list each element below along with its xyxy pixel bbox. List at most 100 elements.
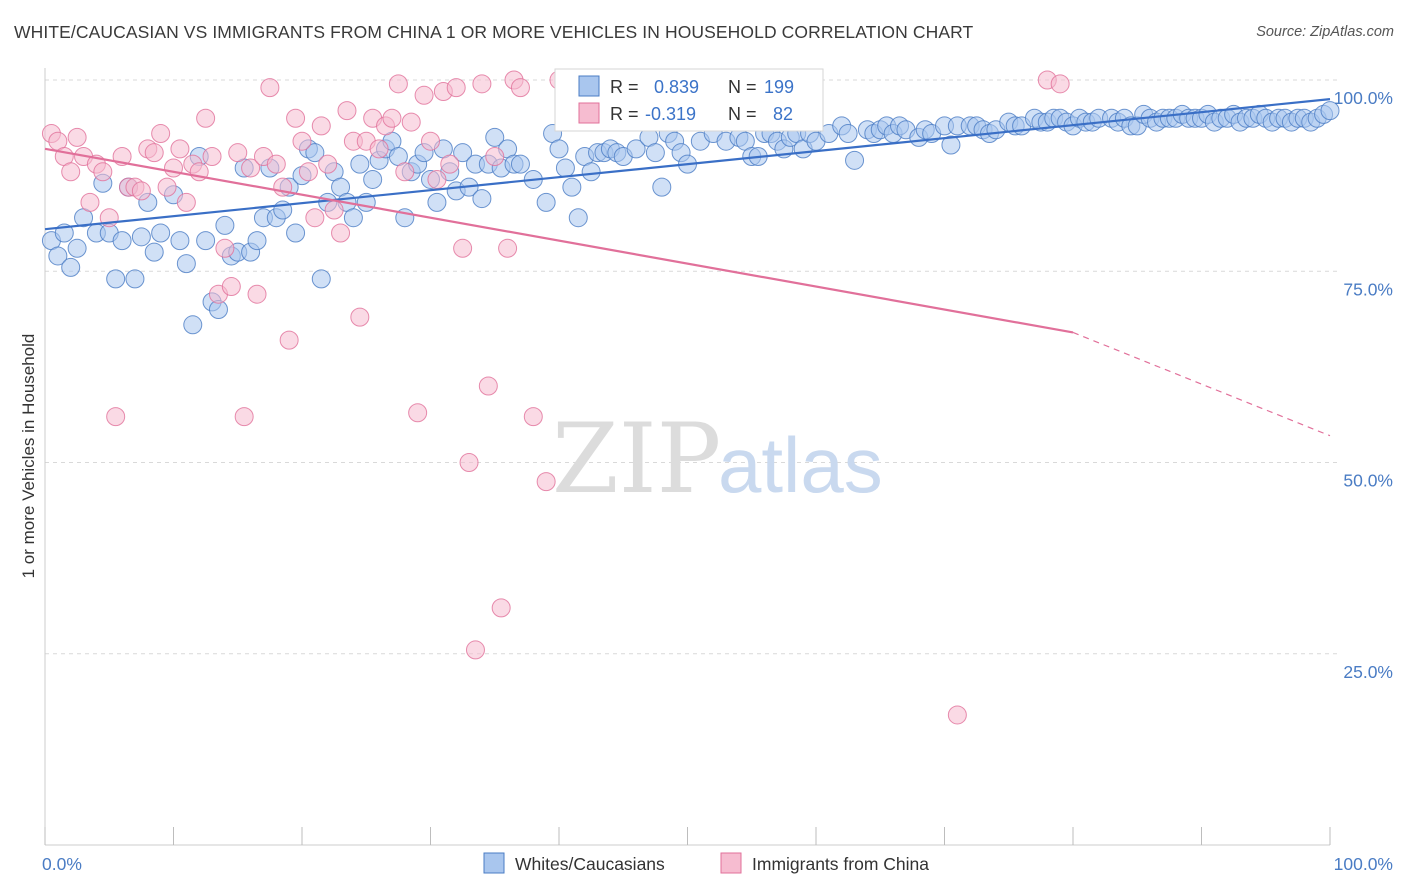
whites-point-78 — [568, 208, 588, 228]
china-point-21 — [176, 192, 196, 212]
whites-point-13 — [131, 227, 151, 247]
data-points — [41, 70, 1340, 725]
stats-n-value-0: 199 — [764, 77, 794, 97]
china-point-53 — [382, 108, 402, 128]
whites-point-65 — [472, 189, 492, 209]
china-point-27 — [215, 238, 235, 258]
china-point-57 — [408, 403, 428, 423]
whites-point-30 — [247, 231, 267, 251]
china-point-10 — [106, 407, 126, 427]
china-point-74 — [523, 407, 543, 427]
stats-r-label-1: R = — [610, 104, 639, 124]
china-point-55 — [395, 162, 415, 182]
china-point-35 — [266, 154, 286, 174]
china-point-70 — [491, 598, 511, 618]
china-point-16 — [144, 143, 164, 163]
china-point-54 — [388, 74, 408, 94]
china-point-42 — [311, 116, 331, 136]
whites-point-77 — [562, 177, 582, 197]
china-point-56 — [401, 112, 421, 132]
china-point-75 — [536, 472, 556, 492]
stats-swatch-blue — [578, 75, 600, 97]
stats-n-label-1: N = — [728, 104, 757, 124]
china-point-39 — [292, 131, 312, 151]
watermark: ZIP atlas — [552, 403, 883, 515]
y-tick-label-75: 75.0% — [1343, 279, 1393, 299]
whites-point-12 — [125, 269, 145, 289]
x-tick-label-0: 0.0% — [42, 854, 82, 874]
china-point-19 — [164, 158, 183, 178]
chart-title: WHITE/CAUCASIAN VS IMMIGRANTS FROM CHINA… — [14, 22, 974, 42]
china-point-28 — [221, 277, 241, 297]
legend-swatch-whites — [483, 852, 505, 874]
china-point-20 — [170, 139, 190, 159]
y-tick-label-25: 25.0% — [1343, 662, 1393, 682]
stats-n-value-1: 82 — [773, 104, 793, 124]
whites-point-4 — [67, 238, 87, 258]
china-point-48 — [350, 307, 370, 327]
china-point-60 — [427, 169, 447, 189]
stats-box: R = 0.839 N = 199 R = -0.319 N = 82 — [554, 68, 824, 132]
whites-point-58 — [427, 192, 447, 212]
whites-point-86 — [626, 139, 646, 159]
whites-point-71 — [510, 154, 530, 174]
whites-point-89 — [652, 177, 672, 197]
legend: Whites/Caucasians Immigrants from China — [483, 852, 929, 874]
axes — [44, 68, 1331, 846]
whites-point-39 — [305, 143, 325, 163]
china-point-6 — [80, 192, 100, 212]
china-point-29 — [228, 143, 248, 163]
china-point-41 — [305, 208, 325, 228]
china-point-30 — [234, 407, 254, 427]
whites-point-88 — [645, 143, 665, 163]
china-point-79 — [1050, 74, 1070, 94]
china-point-64 — [453, 238, 473, 258]
china-point-65 — [459, 453, 479, 472]
stats-r-value-0: 0.839 — [654, 77, 699, 97]
china-point-24 — [196, 108, 216, 128]
whites-point-112 — [838, 124, 858, 144]
y-tick-label-50: 50.0% — [1343, 471, 1393, 491]
china-point-45 — [331, 223, 351, 243]
whites-point-15 — [144, 242, 164, 262]
china-point-71 — [498, 238, 518, 258]
whites-point-18 — [170, 231, 190, 251]
whites-point-22 — [196, 231, 216, 251]
whites-point-67 — [485, 127, 505, 147]
china-point-66 — [465, 640, 485, 660]
china-point-25 — [202, 147, 222, 166]
china-point-44 — [324, 200, 344, 220]
china-point-73 — [510, 78, 530, 98]
whites-point-25 — [215, 215, 235, 235]
whites-point-9 — [106, 269, 126, 289]
whites-point-46 — [350, 154, 370, 174]
whites-point-10 — [112, 231, 132, 251]
whites-point-48 — [363, 169, 383, 189]
china-point-51 — [369, 139, 389, 159]
china-point-63 — [446, 78, 466, 98]
china-trend-line — [44, 147, 1074, 334]
whites-point-45 — [343, 208, 363, 228]
stats-r-label-0: R = — [610, 77, 639, 97]
china-point-68 — [478, 376, 498, 396]
whites-point-73 — [536, 192, 556, 212]
china-point-14 — [131, 181, 151, 201]
china-point-18 — [157, 177, 177, 197]
whites-point-62 — [453, 143, 473, 163]
chart-source: Source: ZipAtlas.com — [1256, 24, 1394, 40]
whites-point-76 — [555, 158, 575, 178]
legend-label-whites: Whites/Caucasians — [515, 854, 665, 874]
stats-n-label-0: N = — [728, 77, 757, 97]
whites-point-75 — [549, 139, 569, 159]
whites-trend-line — [44, 98, 1331, 231]
watermark-atlas: atlas — [718, 421, 883, 509]
stats-box-frame — [554, 68, 824, 132]
watermark-zip: ZIP — [552, 403, 721, 515]
whites-point-19 — [176, 254, 196, 274]
whites-point-80 — [581, 162, 601, 182]
tick-labels: 25.0% 50.0% 75.0% 100.0% 0.0% 100.0% — [42, 88, 1393, 874]
whites-point-16 — [151, 223, 171, 243]
china-point-62 — [440, 154, 460, 174]
y-tick-label-100: 100.0% — [1334, 88, 1393, 108]
